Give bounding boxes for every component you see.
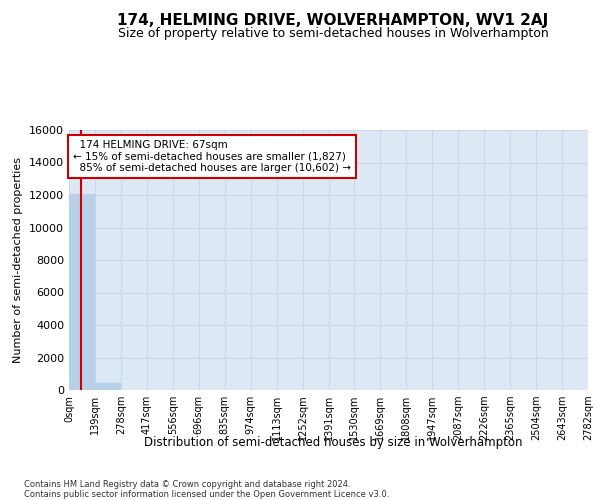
Bar [95,383,121,390]
Bar [69,194,95,390]
Y-axis label: Number of semi-detached properties: Number of semi-detached properties [13,157,23,363]
Text: Contains HM Land Registry data © Crown copyright and database right 2024.
Contai: Contains HM Land Registry data © Crown c… [24,480,389,500]
Text: Distribution of semi-detached houses by size in Wolverhampton: Distribution of semi-detached houses by … [144,436,522,449]
Text: 174, HELMING DRIVE, WOLVERHAMPTON, WV1 2AJ: 174, HELMING DRIVE, WOLVERHAMPTON, WV1 2… [118,12,548,28]
Text: Size of property relative to semi-detached houses in Wolverhampton: Size of property relative to semi-detach… [118,28,548,40]
Text: 174 HELMING DRIVE: 67sqm
← 15% of semi-detached houses are smaller (1,827)
  85%: 174 HELMING DRIVE: 67sqm ← 15% of semi-d… [73,140,351,173]
